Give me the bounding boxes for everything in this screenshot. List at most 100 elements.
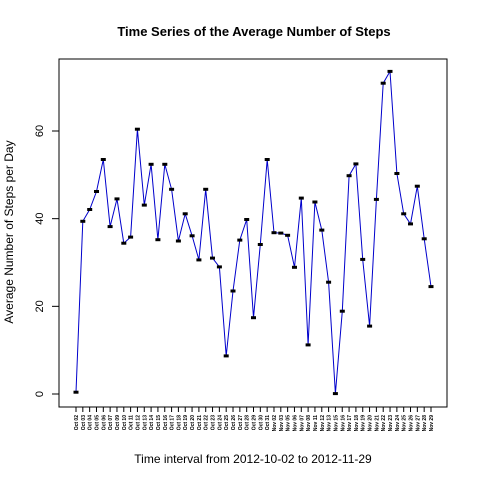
x-tick-label: Oct 31 [265,415,271,431]
x-tick-label: Oct 24 [217,415,223,431]
data-point [210,256,215,260]
data-point [230,289,236,293]
x-tick-label: Nov 18 [354,415,360,432]
data-point [292,265,297,269]
y-tick-label: 40 [34,213,46,225]
data-point [298,196,304,200]
data-point [353,162,359,166]
data-point [169,187,175,191]
data-point [394,172,400,175]
x-tick-label: Oct 17 [170,415,176,431]
x-tick-label: Oct 07 [108,415,114,431]
x-tick-label: Oct 29 [252,415,258,431]
data-point [121,241,127,245]
x-tick-label: Oct 12 [135,415,141,431]
data-point [148,162,154,166]
x-tick-label: Nov 15 [333,415,339,432]
x-tick-label: Nov 02 [272,415,278,432]
x-tick-label: Oct 03 [81,415,87,431]
x-tick-label: Nov 12 [320,415,326,432]
data-point [264,158,270,161]
data-point [408,222,413,226]
data-point [401,212,407,216]
x-tick-label: Oct 04 [88,415,94,431]
x-tick-label: Oct 20 [190,415,196,431]
data-point [141,203,147,207]
data-point [305,343,311,347]
x-tick-label: Oct 09 [115,415,121,431]
plot-frame [58,58,448,408]
x-tick-label: Oct 11 [129,415,135,430]
data-point [155,238,161,242]
data-point [94,190,99,193]
y-tick-label: 20 [34,300,46,312]
x-tick-label: Oct 28 [245,415,251,431]
series-line [75,69,432,394]
data-point [223,354,229,358]
x-tick-label: Nov 03 [279,415,285,432]
x-tick-label: Oct 16 [163,415,169,431]
data-point [367,324,373,328]
data-point [128,235,134,239]
x-tick-label: Oct 23 [211,415,217,431]
x-tick-label: Oct 14 [149,415,155,431]
y-tick-label: 60 [34,125,46,137]
data-point [175,239,181,243]
data-point [278,231,284,235]
x-tick-label: Oct 13 [142,415,148,431]
data-point [73,390,79,394]
data-point [257,243,263,246]
data-point [346,174,352,178]
data-point [360,257,366,261]
x-tick-label: Oct 10 [122,415,128,431]
data-point [387,69,393,73]
data-point [421,237,427,241]
data-point [271,231,277,235]
x-tick-label: Oct 06 [101,415,107,431]
x-tick-label: Nov 20 [368,415,374,432]
data-point [380,81,386,85]
data-point [182,212,188,216]
y-tick-label: 0 [34,391,46,397]
chart-title: Time Series of the Average Number of Ste… [117,24,390,39]
data-point [319,228,325,232]
x-tick-label: Nov 07 [299,415,305,432]
data-point [196,258,202,262]
data-point [134,127,140,131]
x-tick-label: Oct 05 [94,415,100,431]
y-axis: 0 20 40 60 [34,125,60,397]
data-point [216,265,222,269]
x-tick-label: Nov 26 [409,415,415,432]
data-point [87,208,93,211]
x-tick-label: Nov 05 [286,415,292,432]
x-tick-label: Nov 29 [429,415,435,432]
x-tick-label: Nov 08 [306,415,312,432]
x-tick-label: Nov 24 [395,415,401,432]
x-tick-label: Oct 26 [231,415,237,431]
x-tick-label: Oct 30 [258,415,264,431]
data-point [162,162,168,166]
y-axis-label: Average Number of Steps per Day [2,140,16,323]
data-point [285,233,291,237]
x-tick-label: Nov 19 [361,415,367,432]
data-point [339,309,345,313]
data-point [373,197,379,201]
data-points [73,69,434,396]
data-point [189,234,195,238]
x-tick-label: Nov 13 [327,415,333,432]
data-point [332,392,338,396]
data-point [326,280,332,284]
x-tick-label: Oct 18 [176,415,182,431]
x-tick-label: Nov 06 [292,415,298,432]
x-tick-label: Nov 25 [402,415,408,432]
x-tick-label: Nov 16 [340,415,346,432]
data-point [80,219,86,223]
x-tick-label: Oct 22 [204,415,210,431]
data-point [237,238,243,242]
data-point [100,158,106,161]
data-point [428,285,434,289]
data-point [203,187,209,191]
x-tick-label: Nov 21 [374,415,380,432]
x-axis-label: Time interval from 2012-10-02 to 2012-11… [134,452,372,466]
